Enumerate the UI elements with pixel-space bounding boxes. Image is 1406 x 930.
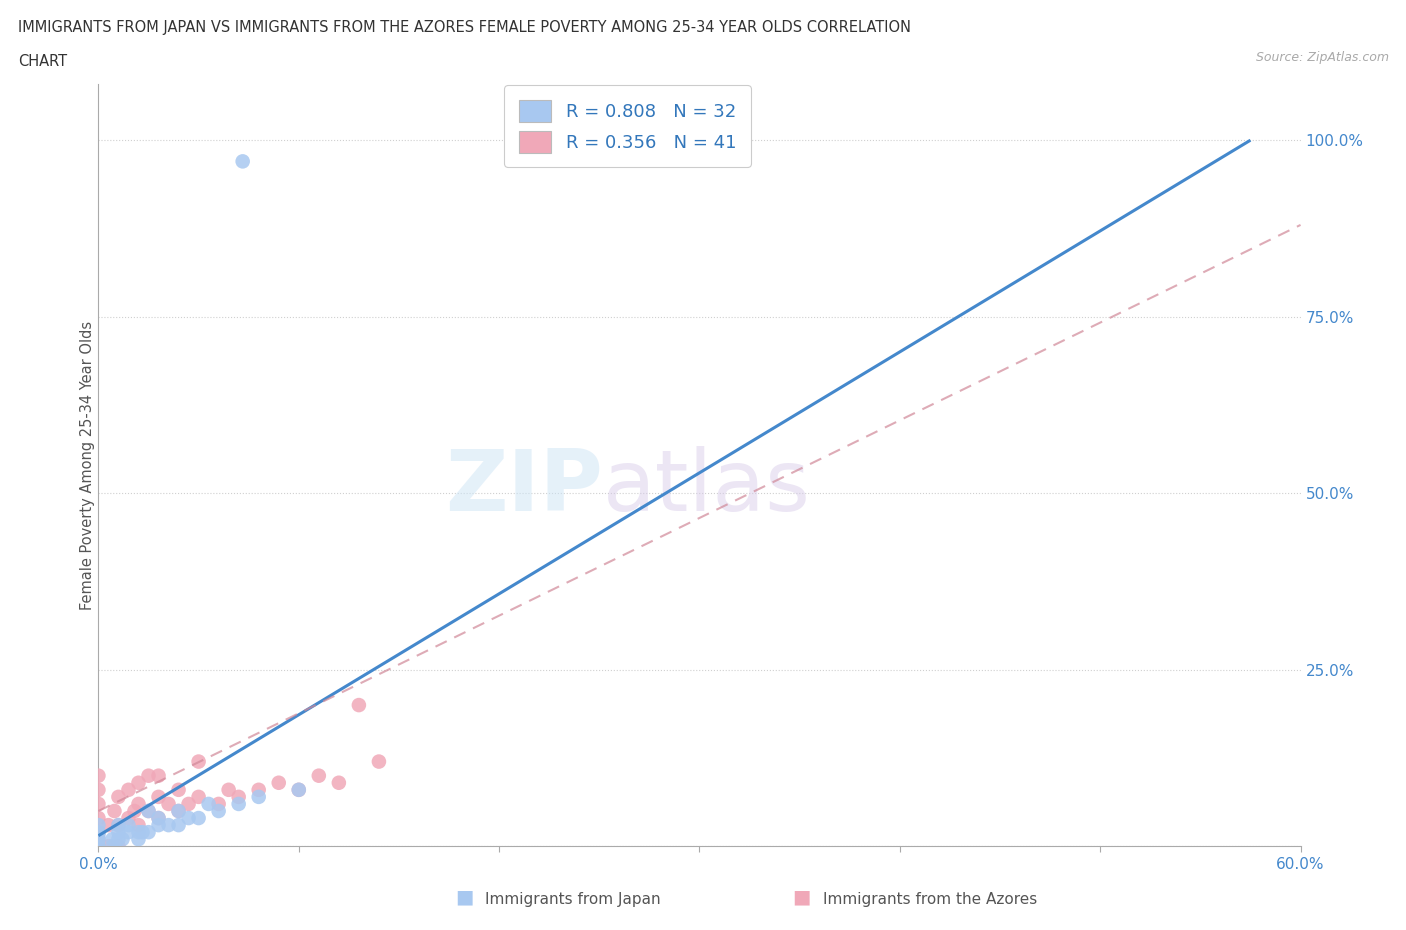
Point <box>197 796 219 811</box>
Point <box>247 790 270 804</box>
Point <box>87 829 110 844</box>
Point <box>124 804 146 818</box>
Point <box>148 768 170 783</box>
Point <box>157 796 180 811</box>
Point <box>128 831 150 846</box>
Point <box>103 804 125 818</box>
Point <box>187 754 209 769</box>
Legend: R = 0.808   N = 32, R = 0.356   N = 41: R = 0.808 N = 32, R = 0.356 N = 41 <box>505 86 751 167</box>
Point <box>328 776 350 790</box>
Point <box>87 835 110 850</box>
Point <box>87 839 110 854</box>
Point <box>107 817 129 832</box>
Point <box>128 796 150 811</box>
Point <box>101 839 124 854</box>
Point <box>97 839 120 854</box>
Point <box>117 825 139 840</box>
Point <box>232 154 254 169</box>
Point <box>167 782 190 797</box>
Text: Immigrants from Japan: Immigrants from Japan <box>485 892 661 907</box>
Point <box>228 790 250 804</box>
Point <box>167 817 190 832</box>
Point <box>107 839 129 854</box>
Point <box>187 811 209 826</box>
Point <box>148 817 170 832</box>
Text: Source: ZipAtlas.com: Source: ZipAtlas.com <box>1256 51 1389 64</box>
Point <box>107 825 129 840</box>
Point <box>87 831 110 846</box>
Point <box>187 790 209 804</box>
Point <box>228 796 250 811</box>
Point <box>288 782 311 797</box>
Point <box>308 768 330 783</box>
Point <box>167 804 190 818</box>
Point <box>347 698 370 712</box>
Point <box>117 817 139 832</box>
Point <box>177 796 200 811</box>
Point <box>138 768 160 783</box>
Point <box>87 831 110 846</box>
Point <box>148 811 170 826</box>
Point <box>107 831 129 846</box>
Text: CHART: CHART <box>18 54 67 69</box>
Point <box>138 804 160 818</box>
Point <box>87 825 110 840</box>
Point <box>267 776 290 790</box>
Text: ■: ■ <box>454 888 474 907</box>
Point <box>128 776 150 790</box>
Point <box>138 804 160 818</box>
Point <box>368 754 391 769</box>
Point <box>107 817 129 832</box>
Point <box>101 831 124 846</box>
Point <box>87 768 110 783</box>
Point <box>111 831 134 846</box>
Point <box>167 804 190 818</box>
Text: atlas: atlas <box>603 446 811 529</box>
Text: ZIP: ZIP <box>446 446 603 529</box>
Point <box>87 782 110 797</box>
Point <box>107 790 129 804</box>
Point <box>208 804 231 818</box>
Point <box>247 782 270 797</box>
Point <box>87 811 110 826</box>
Text: Immigrants from the Azores: Immigrants from the Azores <box>823 892 1036 907</box>
Point <box>288 782 311 797</box>
Text: IMMIGRANTS FROM JAPAN VS IMMIGRANTS FROM THE AZORES FEMALE POVERTY AMONG 25-34 Y: IMMIGRANTS FROM JAPAN VS IMMIGRANTS FROM… <box>18 20 911 35</box>
Point <box>138 825 160 840</box>
Point <box>87 817 110 832</box>
Point <box>148 790 170 804</box>
Point <box>87 825 110 840</box>
Y-axis label: Female Poverty Among 25-34 Year Olds: Female Poverty Among 25-34 Year Olds <box>80 321 94 609</box>
Point <box>87 796 110 811</box>
Point <box>87 839 110 854</box>
Point <box>97 817 120 832</box>
Point <box>131 825 153 840</box>
Point <box>117 782 139 797</box>
Point <box>218 782 240 797</box>
Point <box>148 811 170 826</box>
Point <box>128 817 150 832</box>
Point <box>128 825 150 840</box>
Point <box>177 811 200 826</box>
Point <box>157 817 180 832</box>
Text: ■: ■ <box>792 888 811 907</box>
Point <box>208 796 231 811</box>
Point <box>117 811 139 826</box>
